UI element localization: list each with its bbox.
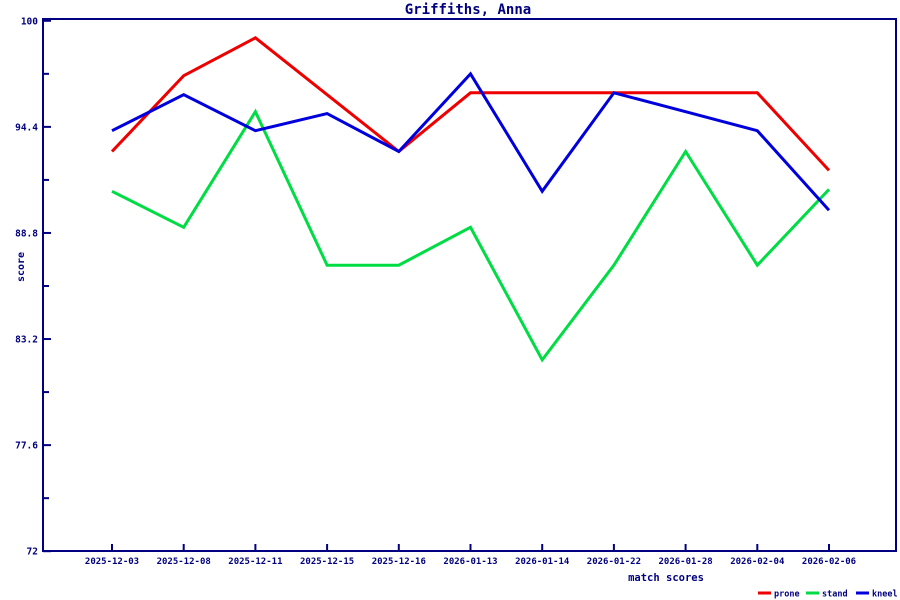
x-tick-label: 2026-01-14 (515, 557, 570, 567)
x-tick-label: 2026-02-06 (802, 557, 856, 567)
series-line-kneel (111, 71, 831, 212)
legend-label-kneel: kneel (872, 590, 898, 600)
legend-item-kneel: kneel (856, 590, 898, 600)
y-tick-label: 88.8 (15, 228, 38, 239)
y-tick-label: 94.4 (15, 122, 38, 133)
x-tick-label: 2025-12-08 (157, 557, 211, 567)
y-axis: 100 94.4 88.8 83.2 77.6 72 (15, 16, 51, 558)
y-tick-label: 100 (21, 16, 38, 27)
x-axis-title: match scores (628, 572, 704, 584)
y-tick-label: 77.6 (15, 441, 38, 452)
legend-label-stand: stand (822, 590, 848, 600)
series-line-stand (111, 108, 831, 363)
chart-title: Griffiths, Anna (405, 2, 531, 18)
y-axis-title: score (16, 252, 27, 282)
y-tick-label: 72 (27, 547, 38, 558)
legend-item-prone: prone (758, 590, 800, 600)
legend-item-stand: stand (806, 590, 848, 600)
x-tick-label: 2026-01-22 (587, 557, 641, 567)
x-tick-label: 2025-12-15 (300, 557, 354, 567)
x-tick-label: 2026-01-13 (443, 557, 497, 567)
x-tick-label: 2025-12-16 (372, 557, 426, 567)
plot-frame (42, 18, 897, 552)
data-series (110, 36, 831, 363)
y-tick-label: 83.2 (15, 335, 38, 346)
x-tick-label: 2025-12-11 (228, 557, 282, 567)
x-tick-label: 2026-01-28 (659, 557, 713, 567)
x-axis: 2025-12-03 2025-12-08 2025-12-11 2025-12-15… (85, 544, 856, 567)
series-line-prone (110, 36, 831, 172)
chart-legend: prone stand kneel (758, 590, 898, 600)
x-tick-label: 2025-12-03 (85, 557, 139, 567)
legend-label-prone: prone (774, 590, 800, 600)
x-tick-label: 2026-02-04 (730, 557, 785, 567)
